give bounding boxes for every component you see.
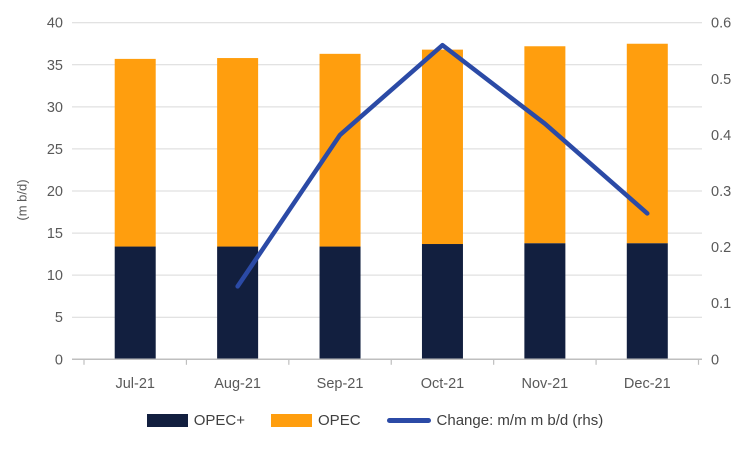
legend-swatch-opec-plus	[146, 414, 188, 427]
bar-opec-segment	[524, 46, 566, 244]
bar-opec-segment	[114, 58, 156, 247]
right-axis-tick-label: 0.6	[711, 16, 731, 32]
left-axis-tick-label: 40	[47, 16, 63, 32]
x-axis-label: Jul-21	[115, 376, 155, 392]
left-axis-title: (m b/d)	[14, 179, 30, 221]
bar-opec-plus-segment	[114, 246, 156, 360]
right-axis-tick-label: 0.2	[711, 240, 731, 256]
bar-opec-segment	[421, 49, 463, 245]
legend: OPEC+ OPEC Change: m/m m b/d (rhs)	[0, 412, 750, 429]
x-axis-label: Sep-21	[317, 376, 364, 392]
legend-swatch-change-line	[386, 418, 431, 423]
bar-opec-plus-segment	[319, 246, 361, 360]
right-axis-tick-label: 0.1	[711, 296, 731, 312]
left-axis-tick-label: 0	[55, 352, 63, 368]
left-axis-tick-label: 15	[47, 226, 63, 242]
bar-opec-plus-segment	[626, 243, 668, 360]
change-line	[235, 42, 650, 289]
legend-label-opec: OPEC	[318, 412, 361, 429]
bar-opec-segment	[217, 58, 259, 247]
legend-label-opec-plus: OPEC+	[193, 412, 246, 429]
bar-opec-plus-segment	[524, 243, 566, 360]
legend-item-opec-plus: OPEC+	[146, 412, 246, 429]
right-axis-tick-label: 0.3	[711, 184, 731, 200]
bar-opec-segment	[319, 53, 361, 247]
legend-item-opec: OPEC	[271, 412, 361, 429]
left-axis-tick-label: 30	[47, 100, 63, 116]
left-axis-tick-label: 5	[55, 310, 63, 326]
x-axis-label: Dec-21	[624, 376, 671, 392]
bar-opec-segment	[626, 43, 668, 244]
right-axis-tick-label: 0.4	[711, 128, 731, 144]
legend-swatch-opec	[271, 414, 313, 427]
right-axis-tick-label: 0.5	[711, 72, 731, 88]
left-axis-tick-label: 10	[47, 268, 63, 284]
legend-label-change-line: Change: m/m m b/d (rhs)	[436, 412, 604, 429]
legend-item-change-line: Change: m/m m b/d (rhs)	[386, 412, 604, 429]
x-axis-label: Aug-21	[214, 376, 261, 392]
x-axis-label: Oct-21	[421, 376, 465, 392]
left-axis-tick-label: 25	[47, 142, 63, 158]
right-axis-tick-label: 0	[711, 352, 719, 368]
left-axis-tick-label: 35	[47, 58, 63, 74]
bar-opec-plus-segment	[421, 244, 463, 360]
x-axis-label: Nov-21	[522, 376, 569, 392]
left-axis-tick-label: 20	[47, 184, 63, 200]
